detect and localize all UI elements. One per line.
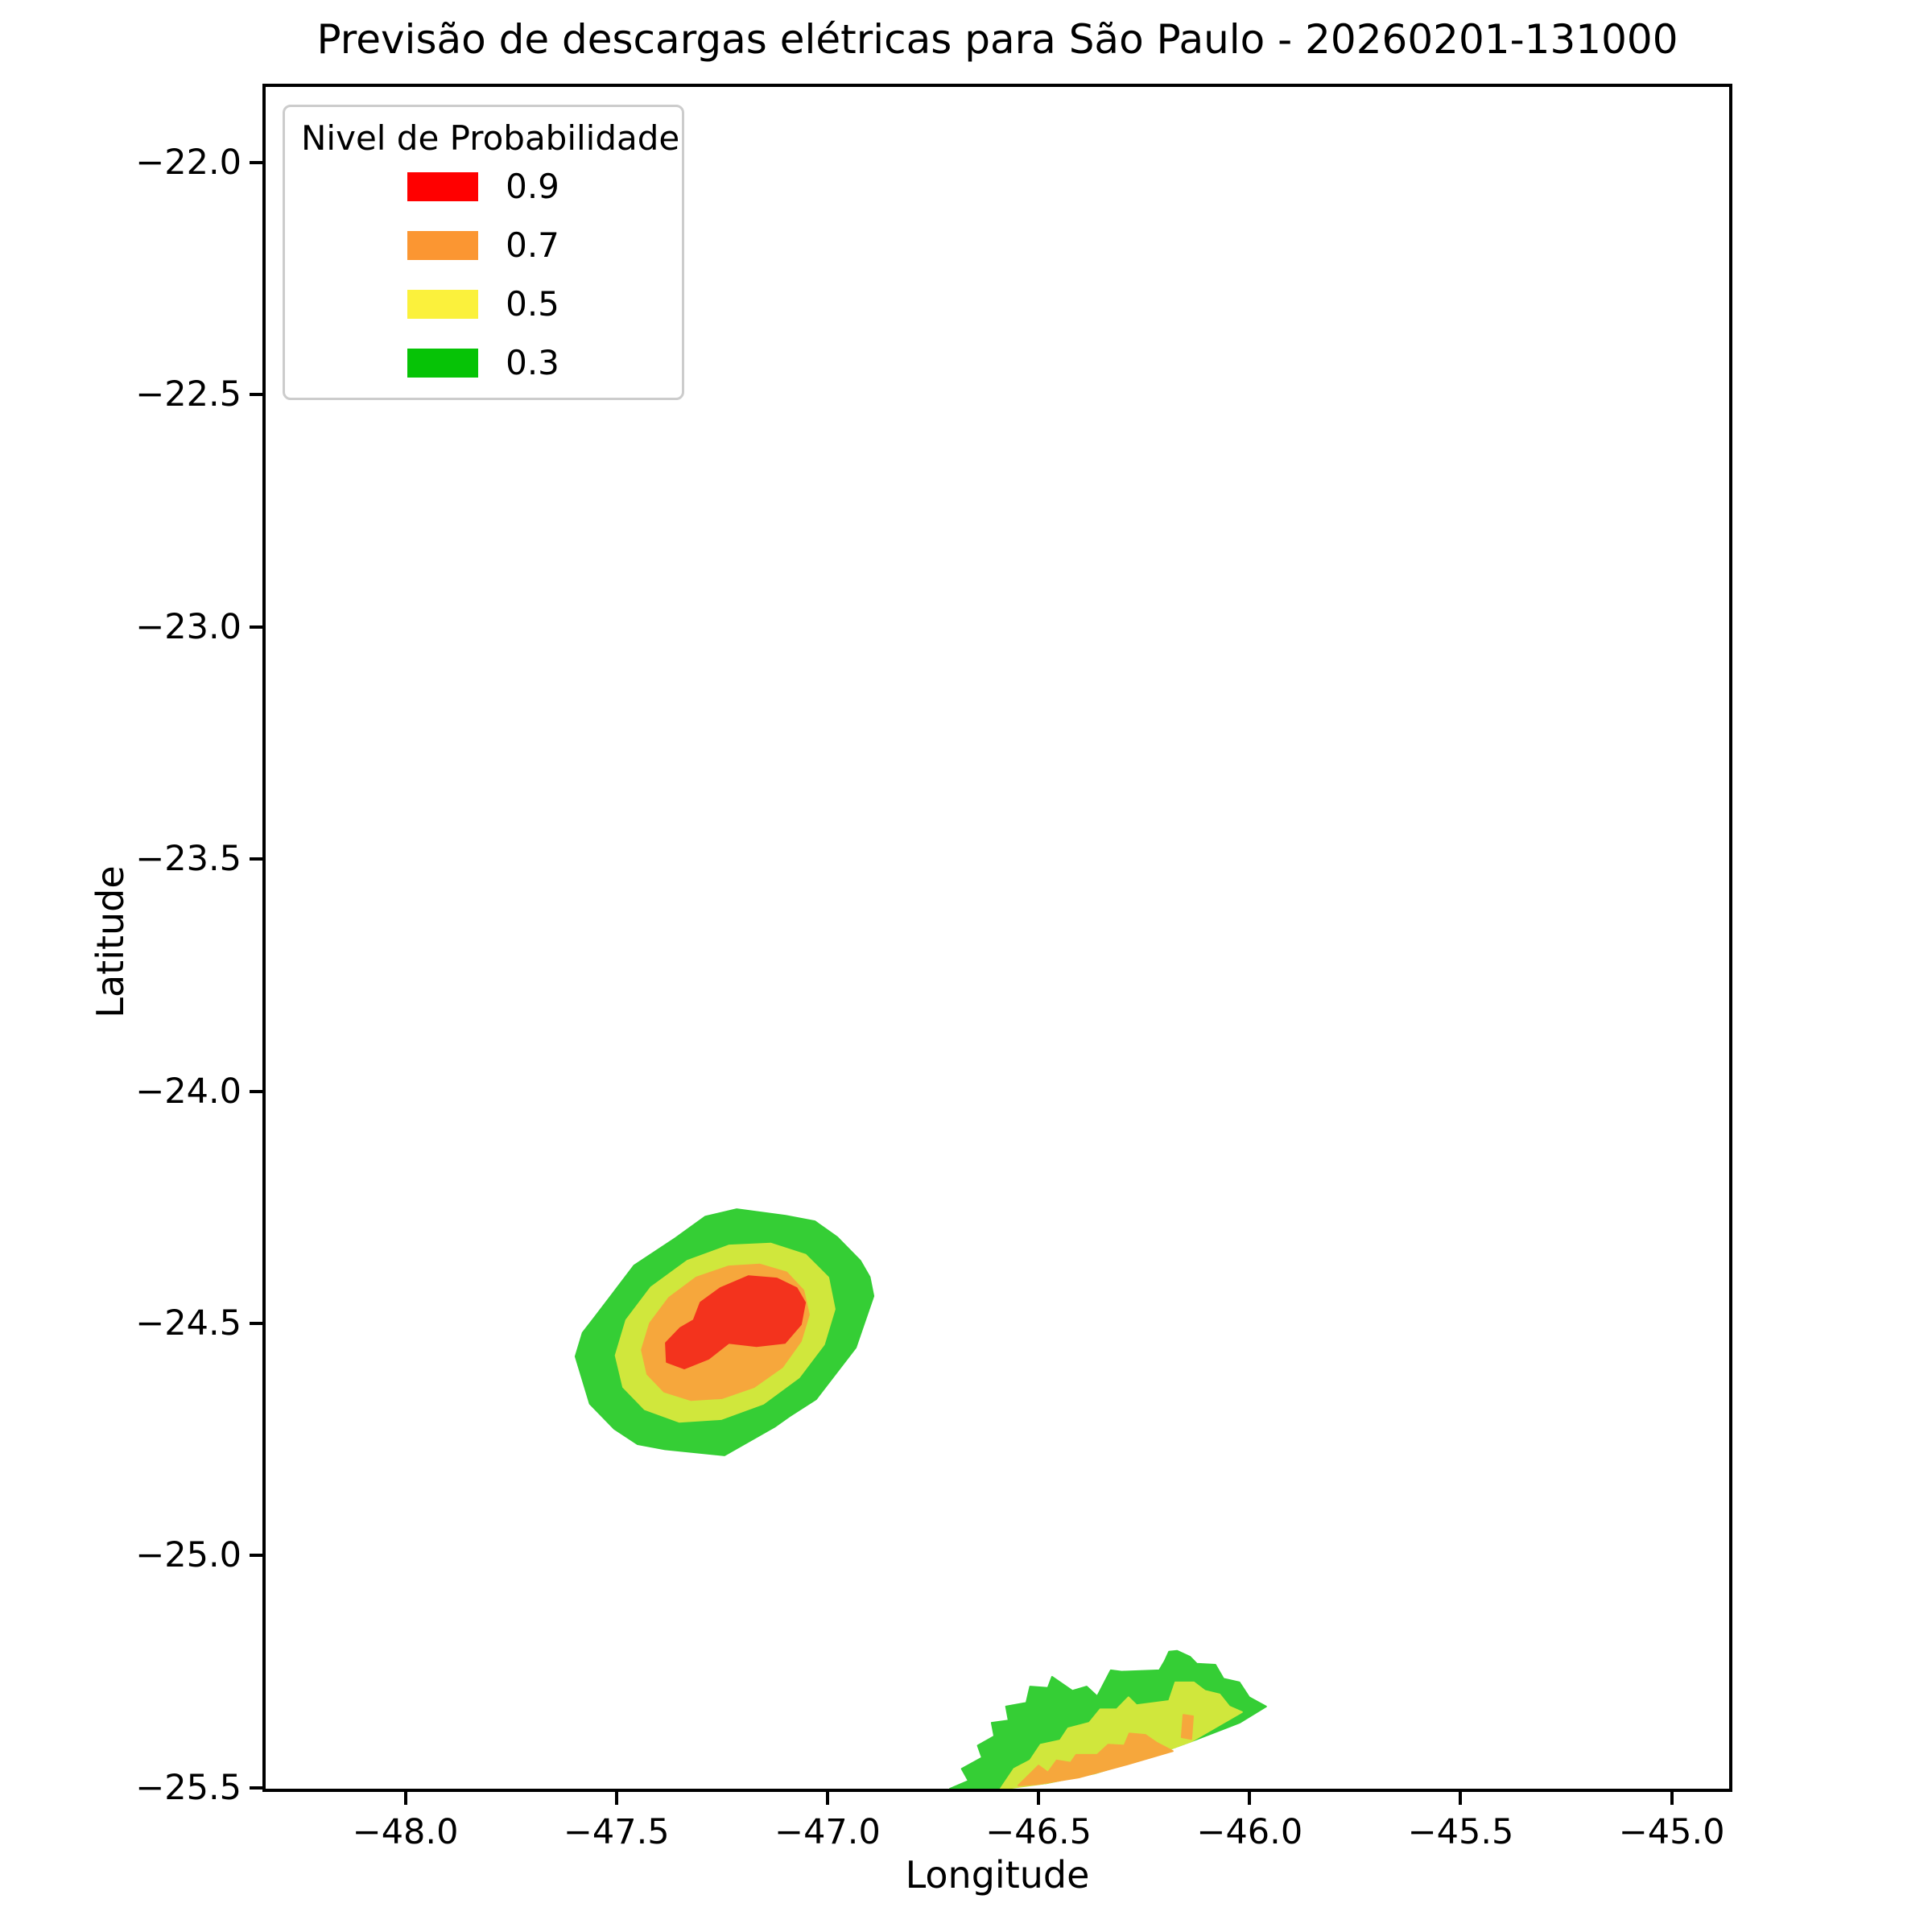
y-tick-label: −24.5 (135, 1303, 242, 1344)
y-tick-mark (250, 393, 262, 397)
y-tick-label: −22.0 (135, 142, 242, 184)
axes-area: −48.0 −47.5 −47.0 −46.5 −46.0 −45.5 −45.0 −22.0… (135, 84, 1732, 1852)
legend-entry-0.5: 0.5 (301, 286, 666, 323)
legend-swatch-0.5 (407, 290, 479, 319)
x-tick-mark (614, 1792, 618, 1805)
legend-label: 0.7 (506, 225, 559, 265)
x-tick-mark (1670, 1792, 1674, 1805)
x-tick-label: −45.5 (1407, 1812, 1514, 1852)
x-tick-label: −46.0 (1196, 1812, 1303, 1852)
x-axis-label: Longitude (905, 1853, 1090, 1897)
legend-label: 0.5 (506, 284, 559, 324)
legend-title: Nivel de Probabilidade (301, 118, 680, 158)
x-tick-label: −47.0 (774, 1812, 881, 1852)
y-tick-mark (250, 161, 262, 165)
legend-label: 0.3 (506, 343, 559, 382)
y-tick-mark (250, 857, 262, 861)
x-tick-label: −48.0 (352, 1812, 459, 1852)
y-tick-mark (250, 625, 262, 629)
legend-entry-0.3: 0.3 (301, 345, 666, 382)
y-tick-label: −22.5 (135, 374, 242, 415)
y-tick-mark (250, 1322, 262, 1326)
x-tick-mark (825, 1792, 829, 1805)
legend-rows: 0.9 0.7 0.5 0.3 (301, 168, 666, 382)
y-tick-label: −23.0 (135, 606, 242, 647)
x-tick-label: −45.0 (1618, 1812, 1725, 1852)
contour-plot-svg (574, 1208, 1267, 1789)
legend: Nivel de Probabilidade 0.9 0.7 0.5 0.3 (283, 105, 684, 400)
x-tick-mark (1037, 1792, 1041, 1805)
x-tick-mark (403, 1792, 407, 1805)
y-tick-mark (250, 1785, 262, 1790)
y-tick-label: −24.0 (135, 1071, 242, 1112)
legend-swatch-0.3 (407, 349, 479, 378)
legend-entry-0.9: 0.9 (301, 168, 666, 205)
y-tick-mark (250, 1554, 262, 1558)
y-tick-label: −23.5 (135, 839, 242, 880)
x-tick-mark (1459, 1792, 1463, 1805)
x-tick-label: −47.5 (563, 1812, 670, 1852)
legend-swatch-0.7 (407, 231, 479, 260)
x-tick-mark (1248, 1792, 1252, 1805)
contour-storm2-level-0.7-sliver (1180, 1714, 1194, 1740)
contour-storm2-level-0.7 (1018, 1732, 1174, 1786)
legend-label: 0.9 (506, 167, 559, 206)
plot-title: Previsão de descargas elétricas para São… (316, 16, 1678, 63)
y-tick-label: −25.0 (135, 1535, 242, 1576)
legend-entry-0.7: 0.7 (301, 227, 666, 264)
contour-storm1-level-0.9 (665, 1275, 807, 1369)
legend-swatch-0.9 (407, 172, 479, 201)
y-tick-mark (250, 1089, 262, 1093)
y-axis-label: Latitude (89, 865, 132, 1018)
x-tick-label: −46.5 (985, 1812, 1092, 1852)
y-tick-label: −25.5 (135, 1767, 242, 1808)
